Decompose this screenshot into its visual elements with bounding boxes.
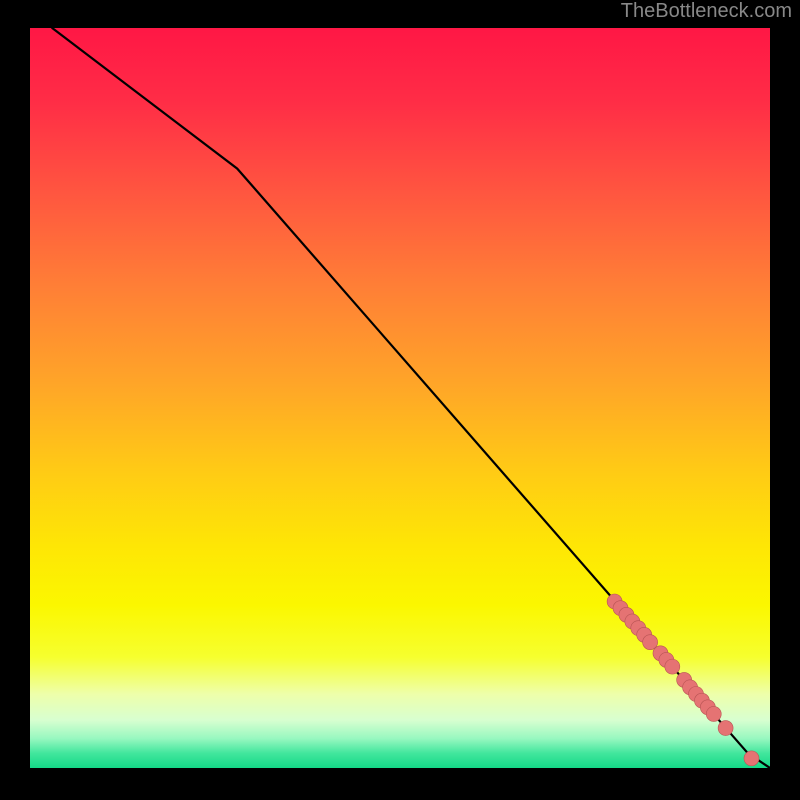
attribution-text: TheBottleneck.com xyxy=(621,0,792,23)
data-marker xyxy=(718,721,733,736)
data-marker xyxy=(744,751,759,766)
data-marker xyxy=(706,706,721,721)
chart-overlay-svg xyxy=(30,28,770,768)
data-marker xyxy=(665,659,680,674)
chart-plot-area xyxy=(30,28,770,768)
